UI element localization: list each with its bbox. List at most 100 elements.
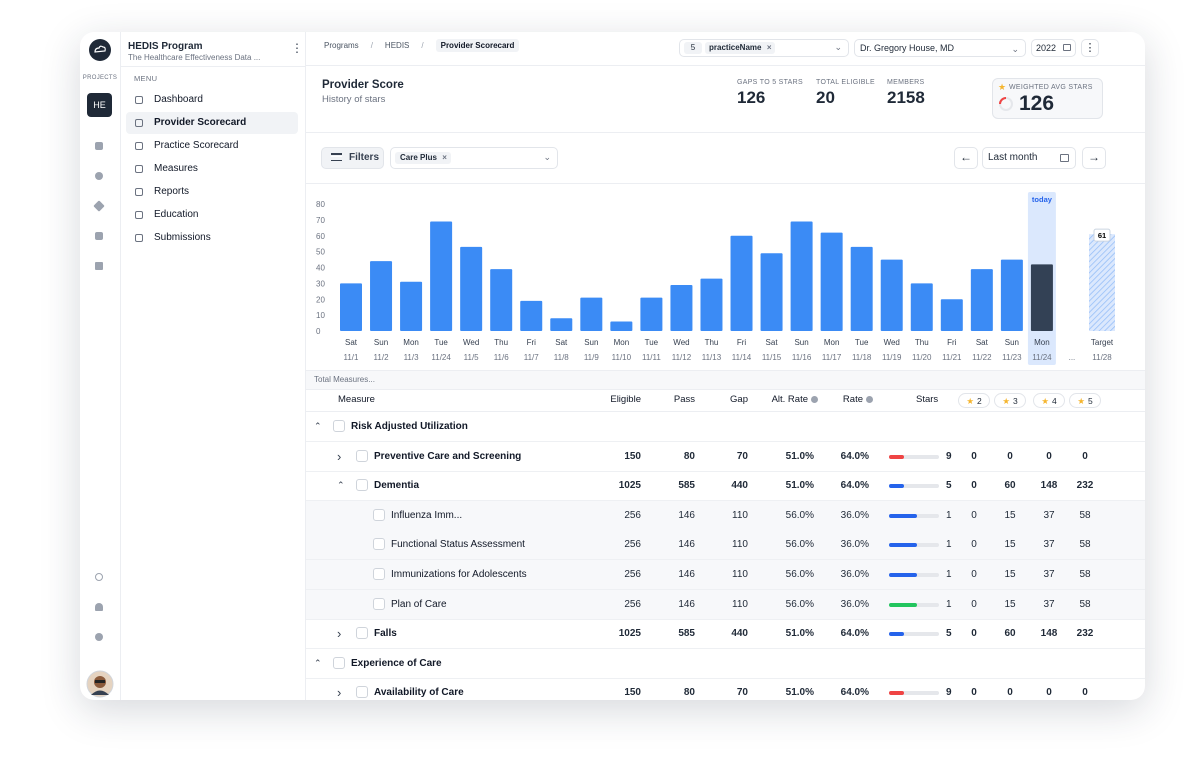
- checkbox[interactable]: [356, 686, 368, 699]
- table-row[interactable]: ⌃ Dementia 1025 585 440 51.0% 64.0% 5 0 60 148 232: [306, 471, 1145, 502]
- x-date-label: 11/16: [792, 353, 812, 362]
- menu-label: Provider Scorecard: [154, 117, 247, 128]
- bar: [430, 221, 453, 331]
- menu-item[interactable]: Practice Scorecard: [126, 135, 298, 157]
- menu-item[interactable]: Measures: [126, 158, 298, 180]
- star-badge[interactable]: ★ 4: [1033, 393, 1065, 408]
- weighted-label: WEIGHTED AVG STARS: [1009, 84, 1093, 91]
- gap-label: ...: [1069, 353, 1076, 362]
- breadcrumb[interactable]: Provider Scorecard: [435, 39, 520, 52]
- search-icon[interactable]: [95, 573, 103, 581]
- breadcrumb[interactable]: Programs: [324, 41, 359, 50]
- practice-filter[interactable]: 5 practiceName × ⌄: [679, 39, 849, 57]
- bar: [580, 297, 603, 331]
- period-select[interactable]: Last month: [982, 147, 1076, 169]
- expand-toggle[interactable]: ⌃: [314, 421, 322, 431]
- rail-icon[interactable]: [93, 200, 105, 212]
- table-row[interactable]: Influenza Imm... 256 146 110 56.0% 36.0% 1 0 15 3…: [306, 500, 1145, 531]
- checkbox[interactable]: [373, 568, 385, 580]
- x-day-label: Thu: [494, 338, 508, 347]
- menu-item[interactable]: Reports: [126, 181, 298, 203]
- star-badge[interactable]: ★ 5: [1069, 393, 1101, 408]
- next-button[interactable]: →: [1082, 147, 1106, 169]
- checkbox[interactable]: [373, 597, 385, 610]
- progress-track: [889, 543, 939, 548]
- table-row[interactable]: › Preventive Care and Screening 150 80 70 51.…: [306, 442, 1145, 472]
- stars-value: 5: [946, 628, 952, 640]
- column-header[interactable]: Measure: [338, 394, 375, 405]
- dropdown-caret: ⌄: [834, 42, 842, 52]
- measure-name: Availability of Care: [374, 687, 464, 699]
- rail-icon[interactable]: [95, 142, 103, 150]
- column-header[interactable]: Rate: [842, 394, 863, 405]
- column-header[interactable]: Alt. Rate: [771, 394, 808, 405]
- checkbox[interactable]: [373, 538, 385, 551]
- expand-toggle[interactable]: ⌃: [314, 657, 322, 668]
- menu-item[interactable]: Dashboard: [126, 89, 298, 111]
- table-row[interactable]: Functional Status Assessment 256 146 110 56.…: [306, 530, 1145, 561]
- table-row[interactable]: › Falls 1025 585 440 51.0% 64.0% 5 0 60 148 232: [306, 619, 1145, 650]
- chip-remove[interactable]: ×: [442, 153, 447, 162]
- expand-toggle[interactable]: ›: [337, 448, 342, 464]
- x-date-label: 11/14: [732, 353, 752, 362]
- breadcrumb[interactable]: HEDIS: [384, 41, 410, 50]
- kebab-menu[interactable]: ⋮: [291, 41, 303, 55]
- icon-rail: PROJECTS HE: [80, 32, 121, 700]
- filters-button[interactable]: Filters: [321, 147, 384, 169]
- x-date-label: 11/15: [762, 353, 782, 362]
- rail-icon[interactable]: [95, 262, 103, 270]
- column-header[interactable]: Stars: [916, 394, 939, 405]
- prev-button[interactable]: ←: [954, 147, 978, 169]
- column-header[interactable]: Gap: [730, 394, 748, 405]
- table-row[interactable]: Immunizations for Adolescents 256 146 110 56…: [306, 560, 1145, 590]
- menu-item[interactable]: Submissions: [126, 227, 298, 249]
- expand-toggle[interactable]: ›: [337, 626, 342, 642]
- menu-item[interactable]: Provider Scorecard: [126, 112, 298, 134]
- checkbox[interactable]: [333, 420, 345, 432]
- provider-select[interactable]: Dr. Gregory House, MD ⌄: [854, 39, 1026, 57]
- star-badge[interactable]: ★ 3: [994, 393, 1026, 408]
- checkbox[interactable]: [373, 508, 385, 521]
- column-header[interactable]: Pass: [673, 394, 695, 405]
- user-avatar[interactable]: [86, 670, 114, 698]
- cell-rate: 64.0%: [840, 480, 869, 492]
- checkbox[interactable]: [356, 449, 368, 462]
- settings-icon[interactable]: [95, 633, 103, 641]
- checkbox[interactable]: [333, 656, 345, 669]
- more-button[interactable]: ⋮: [1081, 39, 1099, 57]
- table-row[interactable]: ⌃ Risk Adjusted Utilization: [306, 412, 1145, 442]
- star-badge[interactable]: ★ 2: [958, 393, 990, 408]
- table-row[interactable]: Plan of Care 256 146 110 56.0% 36.0% 1 0 15 37 58: [306, 589, 1145, 620]
- cell-gap: 110: [732, 598, 748, 610]
- column-header[interactable]: Eligible: [610, 394, 641, 405]
- provider-name: Dr. Gregory House, MD: [860, 43, 955, 53]
- expand-toggle[interactable]: ⌃: [337, 480, 345, 491]
- bar: [460, 246, 483, 331]
- year-select[interactable]: 2022: [1031, 39, 1076, 57]
- table-header: Measure Eligible Pass Gap Alt. Rate Rate Stars…: [306, 389, 1145, 412]
- chip-remove[interactable]: ×: [766, 43, 772, 52]
- table-row[interactable]: ⌃ Experience of Care: [306, 649, 1145, 679]
- project-tile[interactable]: HE: [87, 93, 112, 117]
- rail-icon[interactable]: [95, 172, 103, 180]
- bar: [370, 261, 393, 331]
- star-count: 58: [1079, 569, 1091, 580]
- menu-icon: [135, 119, 143, 127]
- projects-label: PROJECTS: [82, 75, 118, 81]
- page-title: Provider Score: [322, 79, 404, 91]
- plan-filter[interactable]: Care Plus × ⌄: [390, 147, 558, 169]
- menu-item[interactable]: Education: [126, 204, 298, 226]
- stars-value: 1: [946, 509, 952, 521]
- target-value-label: 61: [1098, 231, 1106, 240]
- menu-icon: [135, 142, 143, 150]
- divider: [306, 132, 1145, 133]
- checkbox[interactable]: [356, 627, 368, 640]
- rail-icon[interactable]: [95, 232, 103, 240]
- expand-toggle[interactable]: ›: [337, 685, 342, 700]
- table-row[interactable]: › Availability of Care 150 80 70 51.0% 64.0% 9 0…: [306, 678, 1145, 700]
- bell-icon[interactable]: [95, 603, 103, 611]
- star-count: 148: [1040, 480, 1058, 492]
- x-day-label: Sun: [374, 338, 388, 347]
- checkbox[interactable]: [356, 479, 368, 492]
- dropdown-caret: ⌄: [543, 152, 551, 162]
